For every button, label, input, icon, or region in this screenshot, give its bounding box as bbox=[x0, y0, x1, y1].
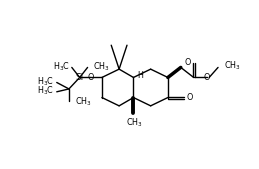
Text: O: O bbox=[203, 73, 210, 82]
Text: O: O bbox=[184, 58, 191, 67]
Text: H$_3$C: H$_3$C bbox=[53, 61, 70, 73]
Text: H$_3$C: H$_3$C bbox=[38, 85, 55, 97]
Text: CH$_3$: CH$_3$ bbox=[93, 61, 110, 73]
Text: O: O bbox=[187, 93, 193, 102]
Text: CH$_3$: CH$_3$ bbox=[225, 60, 241, 72]
Text: Si: Si bbox=[76, 73, 84, 82]
Text: H$_3$C: H$_3$C bbox=[38, 76, 55, 88]
Text: H: H bbox=[138, 71, 143, 80]
Text: O: O bbox=[87, 73, 94, 82]
Text: CH$_3$: CH$_3$ bbox=[75, 96, 92, 108]
Text: CH$_3$: CH$_3$ bbox=[126, 116, 143, 129]
